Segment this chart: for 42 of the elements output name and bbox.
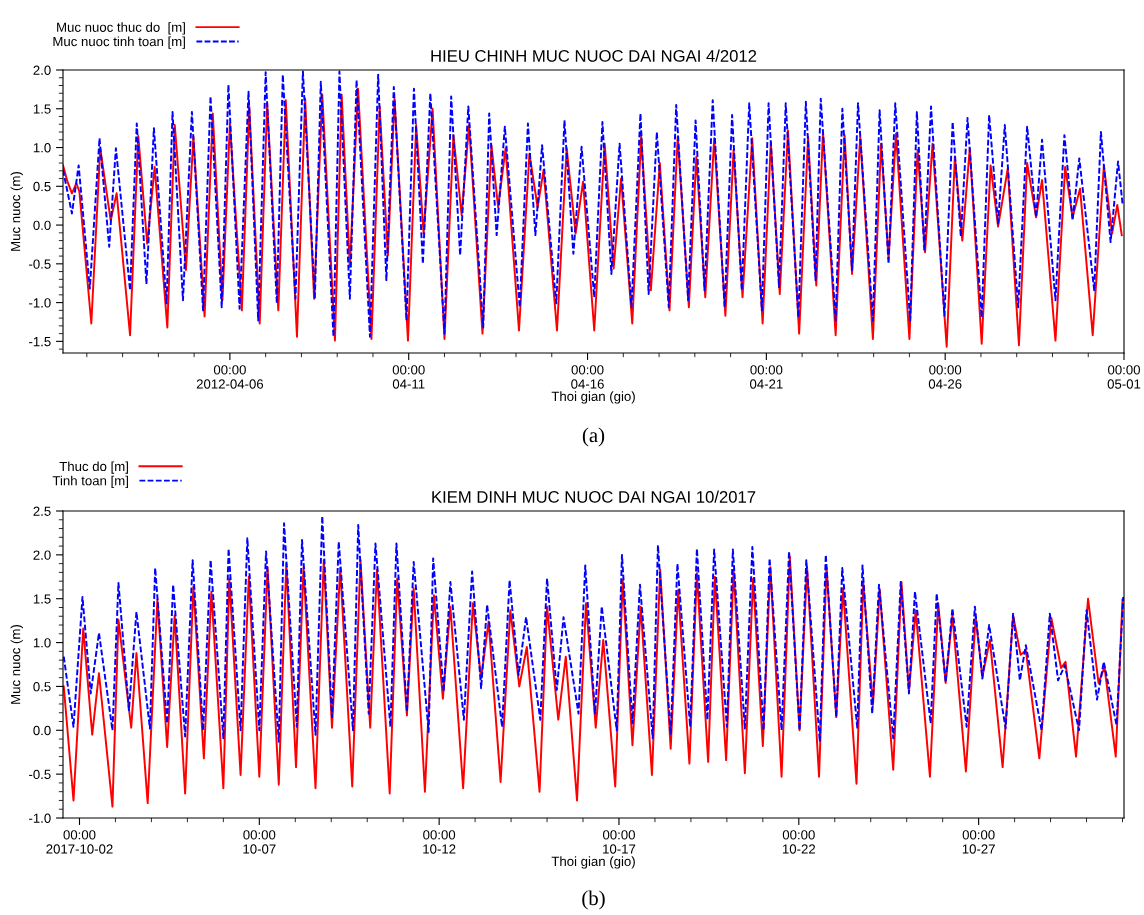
y-axis-title: Muc nuoc (m) [10, 624, 23, 704]
y-tick-label: 1.0 [33, 143, 51, 153]
line-series [63, 515, 1124, 743]
y-tick-label: 2.0 [33, 65, 51, 75]
text: (a) [582, 427, 605, 447]
line-series [63, 555, 1124, 808]
y-tick-label: -1.0 [29, 298, 51, 308]
y-tick-label: 0.0 [33, 220, 51, 230]
y-axis-title: Muc nuoc (m) [10, 171, 23, 251]
y-tick-label: 2.0 [33, 550, 51, 560]
y-tick-label: -0.5 [29, 259, 51, 269]
x-tick-label: 00:00 05-01 [1107, 365, 1141, 389]
x-tick-label: 00:00 2017-10-02 [46, 830, 113, 854]
legend-label: Thuc do [m] [59, 461, 128, 474]
y-tick-label: 1.5 [33, 104, 51, 114]
text: (b) [582, 890, 605, 910]
y-tick-label: 0.5 [33, 682, 51, 692]
y-tick-label: -1.0 [29, 813, 51, 823]
x-tick-label: 00:00 10-07 [243, 830, 276, 854]
y-tick-label: 0.5 [33, 181, 51, 192]
legend-label: Tinh toan [m] [52, 475, 128, 488]
x-tick-label: 00:00 2012-04-06 [196, 365, 264, 389]
x-tick-label: 00:00 10-27 [962, 830, 995, 854]
x-axis-title: Thoi gian (gio) [551, 391, 635, 404]
y-tick-label: 2.5 [33, 506, 51, 516]
y-tick-label: 0.0 [33, 725, 51, 736]
x-tick-label: 00:00 04-16 [571, 365, 604, 389]
chart-title: HIEU CHINH MUC NUOC DAI NGAI 4/2012 [431, 49, 757, 62]
x-axis-title: Thoi gian (gio) [551, 856, 635, 869]
y-tick-label: -0.5 [29, 769, 51, 780]
x-tick-label: 00:00 10-22 [782, 830, 816, 854]
x-tick-label: 00:00 04-26 [928, 365, 962, 389]
legend-label: Muc nuoc tinh toan [m] [53, 36, 185, 49]
x-tick-label: 00:00 10-12 [423, 830, 456, 854]
chart-title: KIEM DINH MUC NUOC DAI NGAI 10/2017 [432, 490, 756, 503]
y-tick-label: 1.5 [33, 594, 51, 604]
x-tick-label: 00:00 04-11 [392, 365, 425, 389]
x-tick-label: 00:00 10-17 [602, 830, 636, 854]
x-tick-label: 00:00 04-21 [750, 365, 783, 389]
y-tick-label: 1.0 [33, 638, 51, 648]
y-tick-label: -1.5 [29, 337, 51, 347]
legend-label: Muc nuoc thuc do [m] [57, 22, 185, 35]
